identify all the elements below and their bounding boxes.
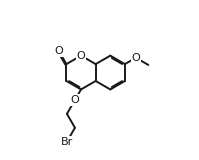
Text: O: O	[132, 53, 140, 63]
Text: Br: Br	[61, 137, 73, 147]
Text: O: O	[54, 46, 63, 56]
Text: O: O	[71, 95, 79, 105]
Text: O: O	[77, 51, 85, 61]
